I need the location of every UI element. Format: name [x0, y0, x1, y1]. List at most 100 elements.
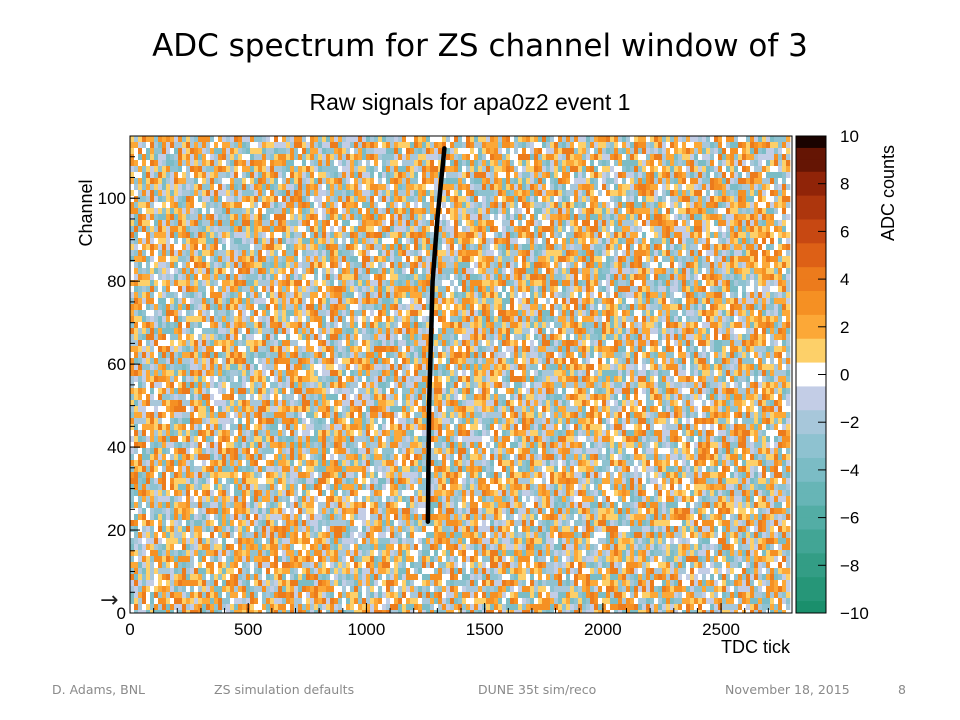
heatmap-cell: [290, 280, 295, 287]
heatmap-cell: [586, 310, 591, 317]
heatmap-cell: [402, 172, 407, 179]
heatmap-cell: [398, 154, 403, 161]
heatmap-cell: [718, 220, 723, 227]
heatmap-cell: [206, 274, 211, 281]
heatmap-cell: [322, 208, 327, 215]
heatmap-cell: [742, 304, 747, 311]
heatmap-cell: [150, 178, 155, 185]
heatmap-cell: [582, 268, 587, 275]
heatmap-cell: [698, 274, 703, 281]
heatmap-cell: [330, 292, 335, 299]
heatmap-cell: [378, 250, 383, 257]
heatmap-cell: [158, 268, 163, 275]
heatmap-cell: [334, 148, 339, 155]
heatmap-cell: [510, 160, 515, 167]
heatmap-cell: [270, 268, 275, 275]
heatmap-cell: [502, 220, 507, 227]
heatmap-cell: [694, 292, 699, 299]
heatmap-cell: [674, 310, 679, 317]
heatmap-cell: [366, 232, 371, 239]
heatmap-cell: [666, 166, 671, 173]
heatmap-cell: [754, 148, 759, 155]
heatmap-cell: [382, 214, 387, 221]
heatmap-cell: [270, 136, 275, 143]
heatmap-cell: [474, 160, 479, 167]
heatmap-cell: [390, 190, 395, 197]
heatmap-cell: [278, 226, 283, 233]
heatmap-cell: [718, 172, 723, 179]
heatmap-cell: [530, 298, 535, 305]
heatmap-cell: [758, 202, 763, 209]
heatmap-cell: [682, 202, 687, 209]
heatmap-cell: [254, 166, 259, 173]
heatmap-cell: [474, 220, 479, 227]
heatmap-cell: [310, 226, 315, 233]
heatmap-cell: [214, 304, 219, 311]
heatmap-cell: [306, 256, 311, 263]
heatmap-cell: [422, 136, 427, 143]
heatmap-cell: [602, 208, 607, 215]
heatmap-cell: [766, 190, 771, 197]
heatmap-cell: [198, 292, 203, 299]
heatmap-cell: [718, 136, 723, 143]
heatmap-cell: [214, 190, 219, 197]
heatmap-cell: [714, 154, 719, 161]
heatmap-cell: [214, 184, 219, 191]
heatmap-cell: [138, 202, 143, 209]
heatmap-cell: [346, 178, 351, 185]
heatmap-cell: [566, 178, 571, 185]
heatmap-cell: [222, 136, 227, 143]
heatmap-cell: [718, 166, 723, 173]
heatmap-cell: [598, 184, 603, 191]
heatmap-cell: [718, 238, 723, 245]
heatmap-cell: [310, 250, 315, 257]
heatmap-cell: [506, 226, 511, 233]
heatmap-cell: [338, 142, 343, 149]
heatmap-cell: [606, 160, 611, 167]
heatmap-cell: [682, 160, 687, 167]
heatmap-cell: [370, 298, 375, 305]
heatmap-cell: [654, 142, 659, 149]
heatmap-cell: [470, 256, 475, 263]
heatmap-cell: [446, 232, 451, 239]
heatmap-cell: [354, 286, 359, 293]
heatmap-cell: [606, 220, 611, 227]
heatmap-cell: [230, 148, 235, 155]
heatmap-cell: [470, 166, 475, 173]
heatmap-cell: [730, 184, 735, 191]
heatmap-cell: [678, 148, 683, 155]
heatmap-cell: [614, 286, 619, 293]
heatmap-cell: [570, 250, 575, 257]
heatmap-cell: [258, 292, 263, 299]
heatmap-cell: [194, 316, 199, 323]
heatmap-cell: [190, 238, 195, 245]
heatmap-cell: [238, 244, 243, 251]
heatmap-cell: [762, 136, 767, 143]
heatmap-cell: [686, 196, 691, 203]
heatmap-cell: [742, 280, 747, 287]
heatmap-cell: [302, 280, 307, 287]
heatmap-cell: [498, 238, 503, 245]
heatmap-cell: [250, 316, 255, 323]
heatmap-cell: [378, 220, 383, 227]
heatmap-cell: [398, 280, 403, 287]
heatmap-cell: [130, 190, 135, 197]
heatmap-cell: [254, 232, 259, 239]
heatmap-cell: [326, 172, 331, 179]
heatmap-cell: [398, 310, 403, 317]
heatmap-cell: [530, 184, 535, 191]
heatmap-cell: [354, 268, 359, 275]
heatmap-cell: [198, 316, 203, 323]
heatmap-cell: [446, 154, 451, 161]
heatmap-cell: [650, 160, 655, 167]
heatmap-cell: [658, 250, 663, 257]
heatmap-cell: [590, 262, 595, 269]
heatmap-cell: [758, 196, 763, 203]
heatmap-cell: [742, 262, 747, 269]
heatmap-cell: [354, 238, 359, 245]
heatmap-cell: [446, 148, 451, 155]
heatmap-cell: [758, 214, 763, 221]
heatmap-cell: [486, 298, 491, 305]
heatmap-cell: [714, 226, 719, 233]
heatmap-cell: [670, 202, 675, 209]
